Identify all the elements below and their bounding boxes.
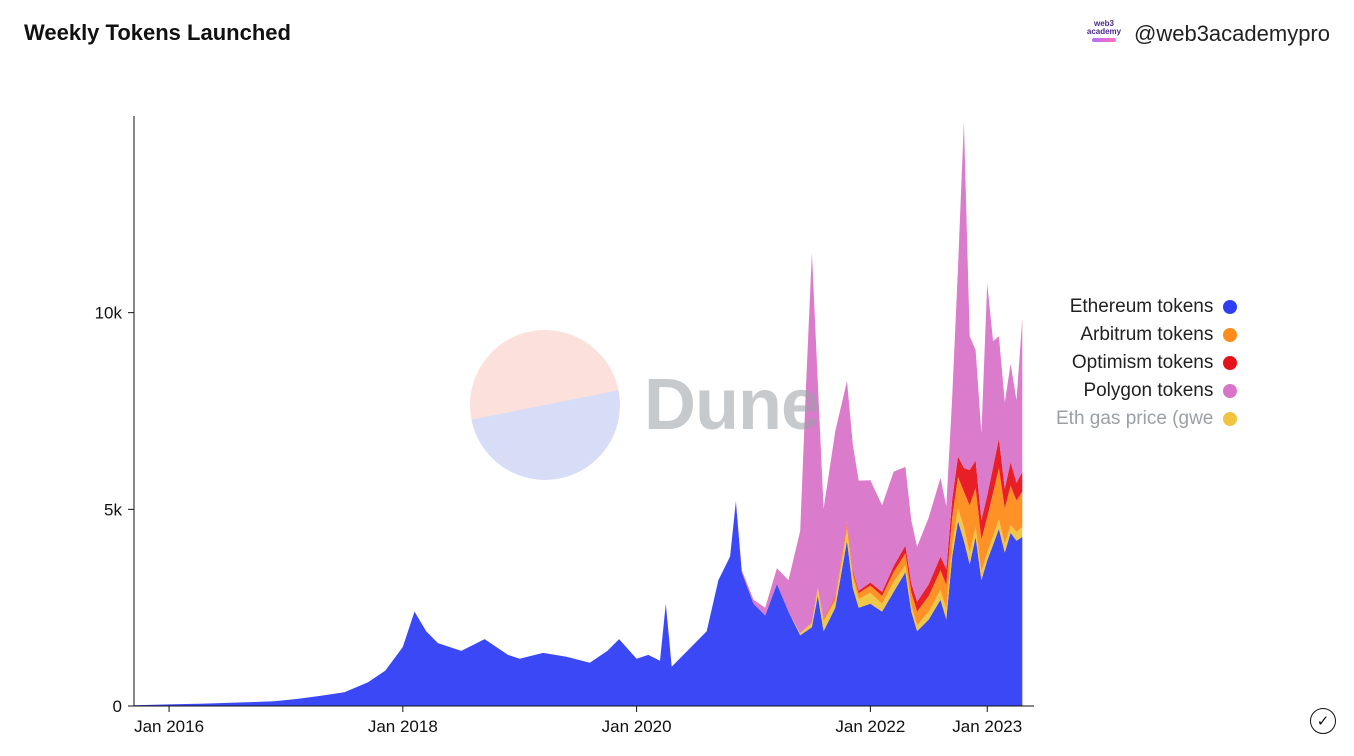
check-icon: ✓ — [1317, 712, 1330, 730]
legend-dot — [1223, 384, 1237, 398]
chart-title: Weekly Tokens Launched — [24, 20, 291, 46]
attribution-logo: web3academy — [1084, 20, 1124, 48]
legend-label: Eth gas price (gwe — [1056, 408, 1213, 430]
legend-item[interactable]: Polygon tokens — [1056, 380, 1237, 402]
legend-label: Optimism tokens — [1072, 352, 1213, 374]
x-tick-label: Jan 2016 — [134, 717, 204, 736]
chart-wrap: 0 5k 10k Jan 2016 Jan 2018 Jan 2020 Jan 2022 Ja… — [24, 56, 1330, 756]
legend: Ethereum tokens Arbitrum tokens Optimism t… — [1044, 56, 1237, 436]
legend-item[interactable]: Eth gas price (gwe — [1056, 408, 1237, 430]
attribution-handle: @web3academypro — [1134, 21, 1330, 47]
y-tick-label: 5k — [104, 500, 122, 519]
legend-label: Ethereum tokens — [1070, 296, 1214, 318]
y-tick-label: 0 — [113, 697, 122, 716]
legend-dot — [1223, 356, 1237, 370]
verify-button[interactable]: ✓ — [1310, 708, 1336, 734]
stacked-area-chart: 0 5k 10k Jan 2016 Jan 2018 Jan 2020 Jan 2022 Ja… — [24, 56, 1044, 756]
attribution-logo-bar — [1092, 38, 1116, 42]
attribution-logo-text: web3academy — [1087, 19, 1121, 36]
legend-dot — [1223, 412, 1237, 426]
legend-item[interactable]: Ethereum tokens — [1056, 296, 1237, 318]
legend-label: Polygon tokens — [1083, 380, 1213, 402]
legend-label: Arbitrum tokens — [1080, 324, 1213, 346]
x-tick-label: Jan 2022 — [835, 717, 905, 736]
x-tick-label: Jan 2023 — [952, 717, 1022, 736]
legend-dot — [1223, 300, 1237, 314]
legend-item[interactable]: Arbitrum tokens — [1056, 324, 1237, 346]
legend-dot — [1223, 328, 1237, 342]
x-tick-label: Jan 2018 — [368, 717, 438, 736]
x-tick-label: Jan 2020 — [602, 717, 672, 736]
y-tick-label: 10k — [95, 304, 123, 323]
legend-item[interactable]: Optimism tokens — [1056, 352, 1237, 374]
header-row: Weekly Tokens Launched web3academy @web3… — [24, 20, 1330, 48]
attribution: web3academy @web3academypro — [1084, 20, 1330, 48]
